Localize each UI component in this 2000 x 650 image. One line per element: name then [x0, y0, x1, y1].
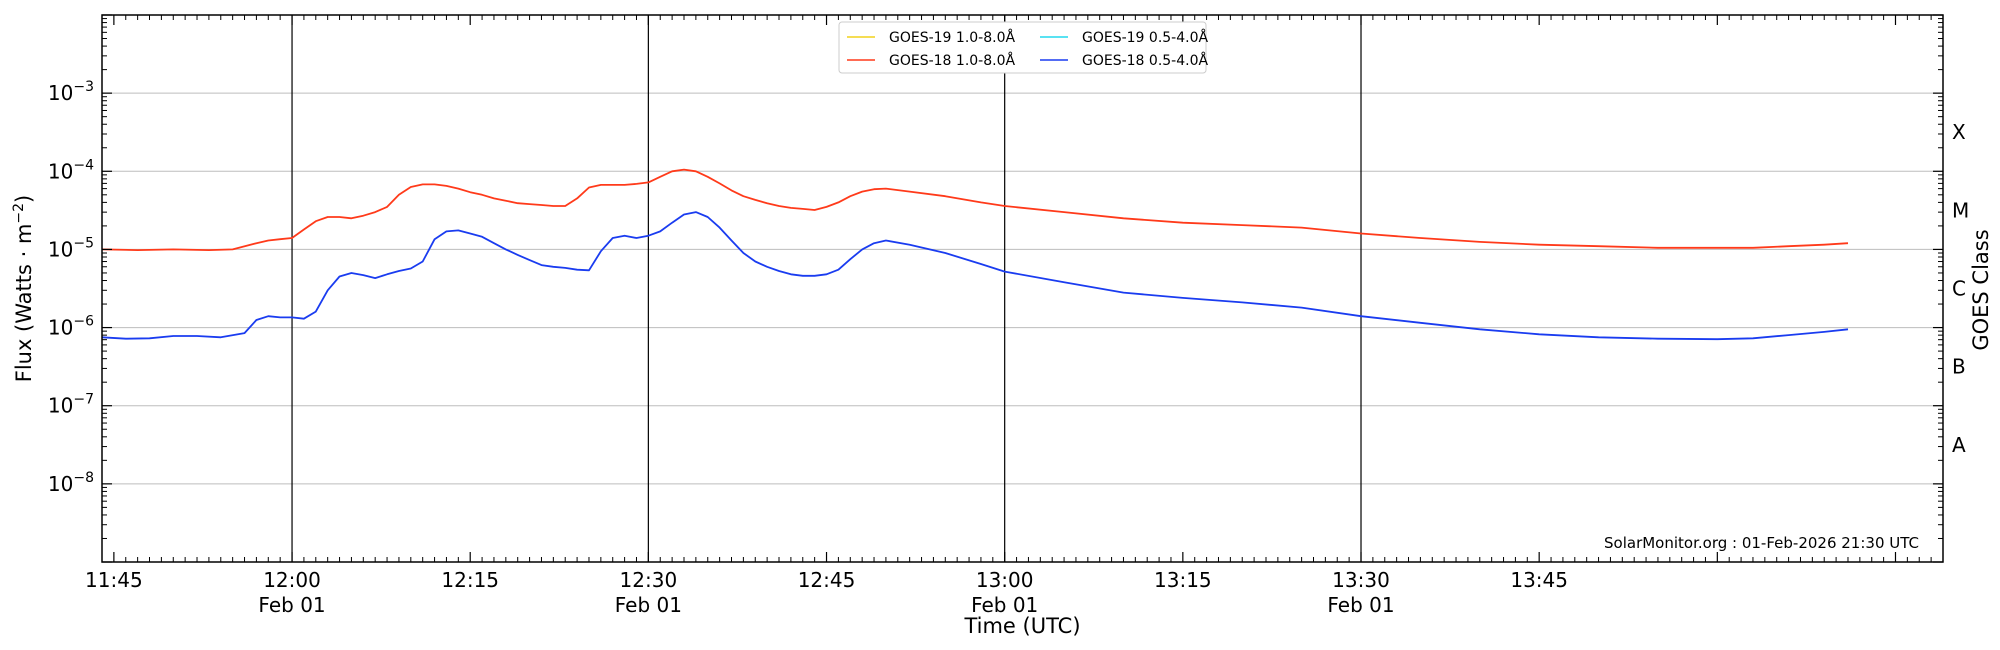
x-tick-label: 12:15	[441, 568, 499, 592]
x-tick-label: 12:00	[263, 568, 321, 592]
y-tick-label-base: 10	[48, 159, 73, 183]
x-tick-label: 13:00	[976, 568, 1034, 592]
y-tick-label-base: 10	[48, 237, 73, 261]
y-tick-label: 10−4	[48, 157, 94, 183]
y-tick-label-base: 10	[48, 472, 73, 496]
plot-frame	[101, 14, 1944, 563]
x-tick-label: 13:30	[1332, 568, 1390, 592]
y-tick-label: 10−8	[48, 470, 94, 496]
legend-box	[838, 21, 1207, 74]
x-tick-label: 11:45	[85, 568, 143, 592]
y-tick-label-exponent: −7	[73, 392, 94, 408]
y-tick-label: 10−7	[48, 392, 94, 418]
tick-marks	[101, 14, 1944, 563]
goes-class-label: X	[1952, 120, 1966, 144]
y-tick-label-exponent: −4	[73, 157, 94, 173]
x-tick-label: 13:45	[1510, 568, 1568, 592]
goes-class-labels: X M C B A	[1952, 120, 1969, 457]
goes-class-label: M	[1952, 198, 1969, 222]
y-axis-title-end: )	[12, 195, 36, 203]
y-tick-label: 10−5	[48, 235, 94, 261]
legend-label: GOES-18 1.0-8.0Å	[889, 52, 1015, 69]
goes-class-label: C	[1952, 277, 1966, 301]
x-tick-label: 12:45	[798, 568, 856, 592]
x-tick-date-label: Feb 01	[615, 593, 682, 617]
legend: GOES-19 1.0-8.0Å GOES-19 0.5-4.0Å GOES-18 …	[838, 21, 1208, 74]
y-tick-label-base: 10	[48, 316, 73, 340]
goes-class-axis-title: GOES Class	[1969, 229, 1993, 350]
x-tick-label: 13:15	[1154, 568, 1212, 592]
y-axis-title: Flux (Watts · m−2)	[11, 195, 36, 383]
y-tick-label-base: 10	[48, 394, 73, 418]
day-markers	[291, 15, 1362, 562]
y-tick-label: 10−3	[48, 79, 94, 105]
y-axis-title-main: Flux (Watts · m	[12, 224, 36, 383]
series-line-goes-18-1-0-8-0	[101, 168, 1849, 251]
x-tick-date-label: Feb 01	[1327, 593, 1394, 617]
x-tick-label: 12:30	[620, 568, 678, 592]
y-tick-label-exponent: −8	[73, 470, 94, 486]
legend-label: GOES-19 1.0-8.0Å	[889, 29, 1015, 46]
goes-class-label: B	[1952, 355, 1966, 379]
y-tick-label-base: 10	[48, 81, 73, 105]
y-tick-label: 10−6	[48, 314, 94, 340]
credit-text: SolarMonitor.org : 01-Feb-2026 21:30 UTC	[1604, 534, 1919, 552]
x-tick-date-label: Feb 01	[258, 593, 325, 617]
x-tick-date-label: Feb 01	[971, 593, 1038, 617]
y-axis-title-exponent: −2	[11, 203, 27, 224]
y-tick-label-exponent: −5	[73, 235, 94, 251]
series-layer	[101, 168, 1849, 341]
legend-label: GOES-19 0.5-4.0Å	[1082, 29, 1208, 46]
y-tick-label-exponent: −3	[73, 79, 94, 95]
goes-class-label: A	[1952, 433, 1966, 457]
gridlines	[102, 92, 1943, 485]
x-axis-title: Time (UTC)	[963, 614, 1080, 638]
y-tick-labels: 10−810−710−610−510−410−3	[48, 79, 94, 496]
series-line-goes-18-0-5-4-0	[101, 211, 1849, 341]
y-tick-label-exponent: −6	[73, 314, 94, 330]
legend-label: GOES-18 0.5-4.0Å	[1082, 52, 1208, 69]
